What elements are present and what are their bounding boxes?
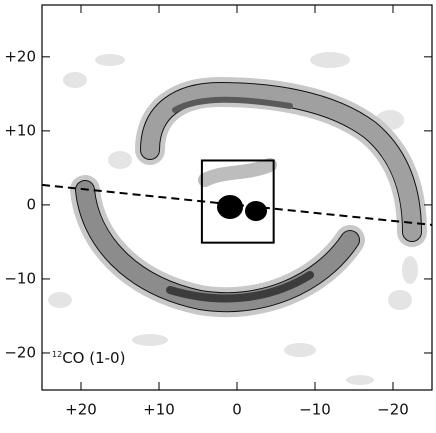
annotation-text: CO (1-0) [62,349,125,367]
nucleus [217,195,243,219]
upper-arm-fill [141,83,421,241]
y-tick-label: 0 [26,195,36,213]
x-tick-label: −20 [377,401,409,419]
x-tick-label: +20 [65,401,97,419]
upper-arm-peak [172,96,293,113]
annotation: 12CO (1-0) [52,349,125,367]
annotation-superscript: 12 [52,350,62,359]
overlay [41,159,433,244]
lower-arm-peak [166,271,314,303]
faint-patches [48,52,418,385]
x-tick-label: 0 [232,401,242,419]
y-tick-label: +10 [4,121,36,139]
y-tick-label: +20 [4,47,36,65]
y-tick-label: −20 [4,343,36,361]
bar-feature [198,158,277,187]
emission-map [48,52,427,385]
x-tick-label: −10 [299,401,331,419]
x-tick-label: +10 [143,401,175,419]
major-axis-line [41,183,433,226]
y-tick-label: −10 [4,269,36,287]
nucleus [245,201,267,221]
